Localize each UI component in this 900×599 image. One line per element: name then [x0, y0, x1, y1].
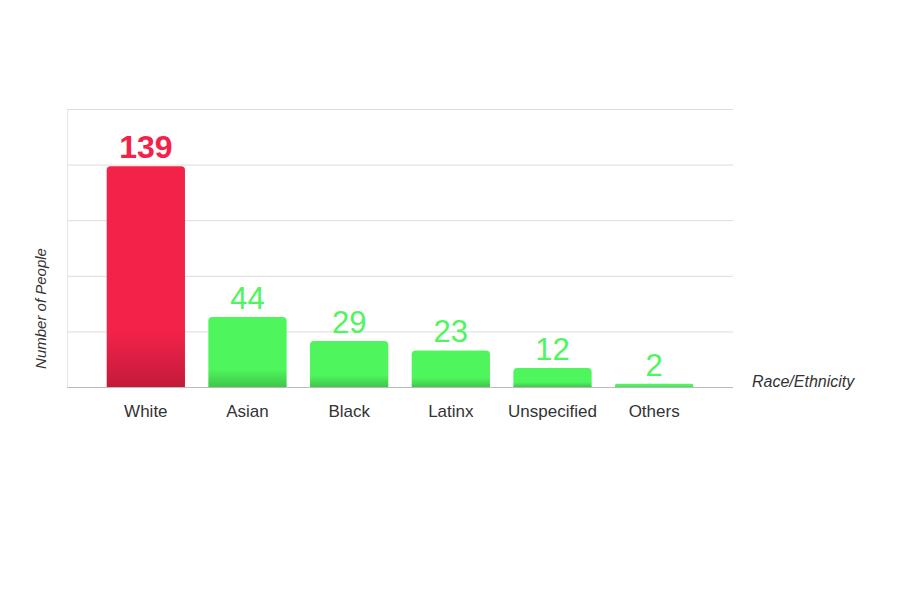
x-tick-label: Others: [629, 402, 680, 421]
x-tick-label: Black: [328, 402, 370, 421]
y-tick: [67, 387, 733, 388]
chart-svg: White Asian Black Latinx Unspecified Others 13…: [0, 0, 900, 599]
bars: [107, 166, 694, 387]
x-axis: White Asian Black Latinx Unspecified Others: [96, 388, 706, 422]
x-axis-line: [96, 387, 706, 388]
x-tick-label: Latinx: [428, 402, 474, 421]
x-tick-label: White: [124, 402, 167, 421]
bar: [615, 384, 693, 387]
y-axis: [67, 110, 733, 388]
y-axis-line: [68, 110, 734, 388]
x-tick: Asian: [226, 402, 269, 421]
bar: [412, 350, 490, 387]
grid-line: [67, 387, 733, 388]
x-tick-label: Asian: [226, 402, 269, 421]
grid-line: [67, 109, 733, 110]
x-tick-label: Unspecified: [508, 402, 597, 421]
chart-container: White Asian Black Latinx Unspecified Others 13…: [0, 0, 900, 599]
y-tick: [67, 109, 733, 110]
data-label: 29: [332, 305, 366, 340]
x-tick: Unspecified: [508, 402, 597, 421]
data-label: 139: [119, 129, 172, 165]
x-tick: Latinx: [428, 402, 474, 421]
x-tick: Black: [328, 402, 370, 421]
bar: [208, 317, 286, 387]
bar: [107, 166, 185, 387]
x-tick: White: [124, 402, 167, 421]
x-tick: Others: [629, 402, 680, 421]
bar: [513, 368, 591, 387]
bar: [310, 341, 388, 387]
data-label: 2: [646, 348, 663, 383]
x-axis-title: Race/Ethnicity: [752, 373, 855, 390]
data-label: 44: [230, 281, 264, 316]
data-label: 23: [434, 314, 468, 349]
data-labels: 139 44 29 23 12 2: [119, 129, 663, 383]
y-axis-title: Number of People: [32, 248, 49, 369]
data-label: 12: [535, 332, 569, 367]
